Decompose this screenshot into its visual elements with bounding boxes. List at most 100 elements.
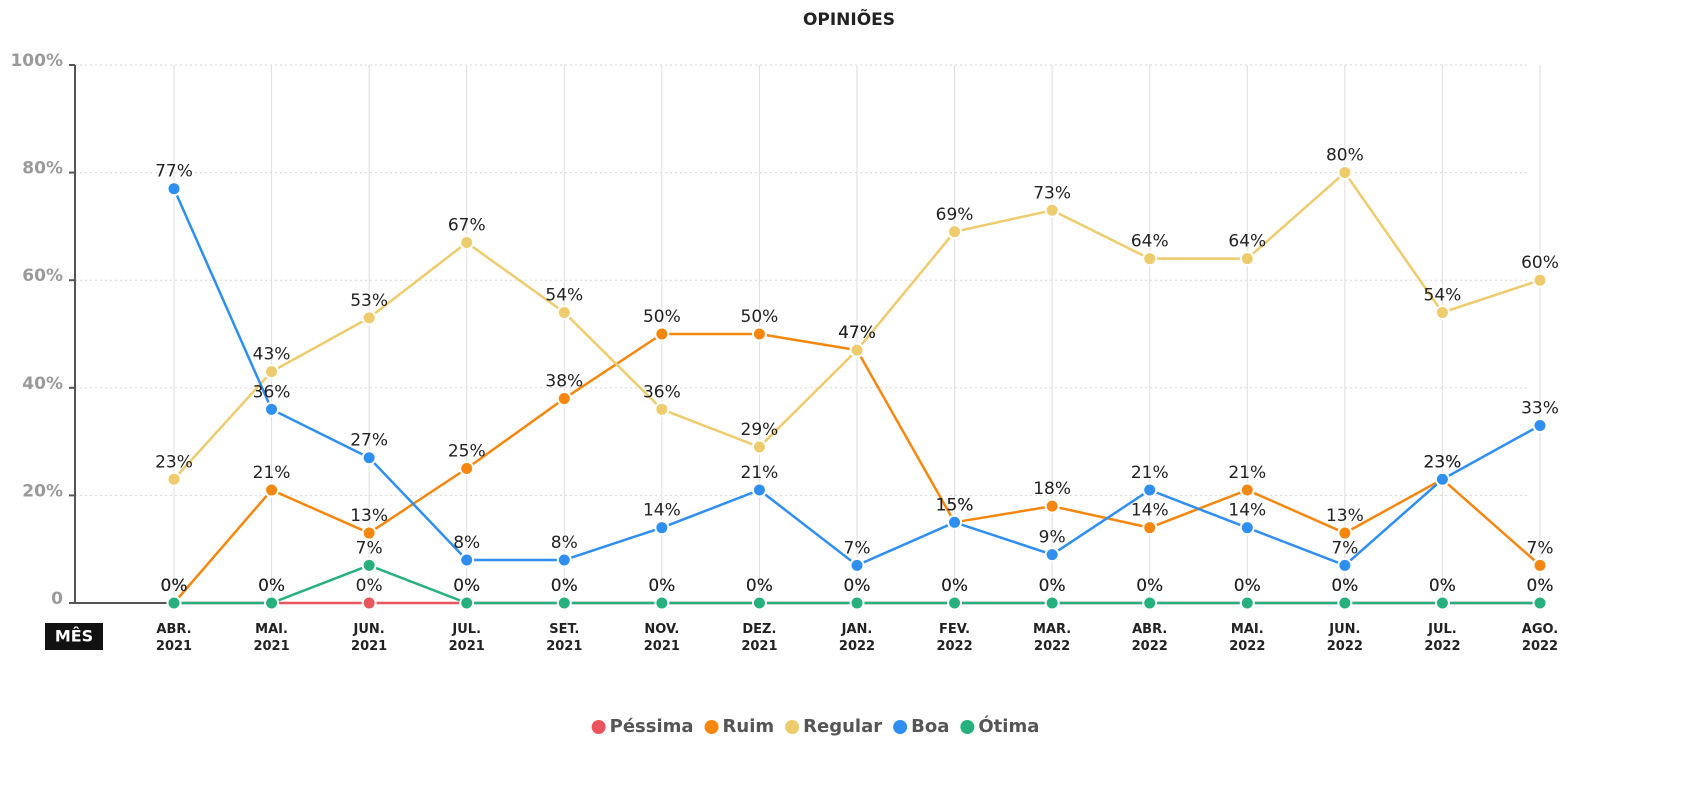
data-label: 0% bbox=[258, 576, 285, 596]
legend-label: Ruim bbox=[723, 716, 775, 737]
data-label: 54% bbox=[545, 285, 583, 305]
y-tick-label: 40% bbox=[22, 374, 63, 394]
data-label: 67% bbox=[448, 216, 486, 236]
data-label: 0% bbox=[1429, 576, 1456, 596]
data-label: 47% bbox=[838, 323, 876, 343]
data-point bbox=[361, 310, 377, 326]
data-label: 0% bbox=[1039, 576, 1066, 596]
x-tick-label: DEZ. 2021 bbox=[741, 622, 777, 654]
legend-label: Ótima bbox=[978, 715, 1039, 737]
data-point bbox=[1337, 525, 1353, 541]
data-label: 0% bbox=[161, 576, 188, 596]
data-label: 0% bbox=[648, 576, 675, 596]
data-point bbox=[947, 595, 963, 611]
data-label: 33% bbox=[1521, 398, 1559, 418]
data-label: 18% bbox=[1033, 479, 1071, 499]
data-point bbox=[556, 391, 572, 407]
data-point bbox=[849, 557, 865, 573]
legend: Péssima Ruim Regular Boa Ótima bbox=[591, 715, 1039, 737]
legend-label: Péssima bbox=[610, 716, 694, 737]
data-point bbox=[1142, 482, 1158, 498]
data-label: 0% bbox=[1527, 576, 1554, 596]
data-label: 53% bbox=[350, 291, 388, 311]
data-point bbox=[1044, 202, 1060, 218]
x-tick-label: JUL. 2022 bbox=[1424, 622, 1460, 654]
data-label: 64% bbox=[1131, 232, 1169, 252]
data-label: 54% bbox=[1424, 285, 1462, 305]
x-tick-label: JAN. 2022 bbox=[839, 622, 875, 654]
data-label: 0% bbox=[161, 576, 188, 596]
legend-swatch bbox=[960, 720, 975, 734]
data-point bbox=[361, 557, 377, 573]
x-tick-label: JUN. 2022 bbox=[1327, 622, 1363, 654]
data-label: 36% bbox=[643, 382, 681, 402]
data-point bbox=[166, 471, 182, 487]
data-point bbox=[459, 235, 475, 251]
data-label: 0% bbox=[648, 576, 675, 596]
data-label: 0% bbox=[844, 576, 871, 596]
data-label: 0% bbox=[1234, 576, 1261, 596]
chart-title: OPINIÕES bbox=[803, 7, 895, 30]
data-point bbox=[361, 450, 377, 466]
data-label: 0% bbox=[1234, 576, 1261, 596]
data-label: 73% bbox=[1033, 183, 1071, 203]
data-point bbox=[751, 482, 767, 498]
x-tick-label: FEV. 2022 bbox=[936, 622, 972, 654]
data-point bbox=[1239, 482, 1255, 498]
legend-swatch bbox=[704, 720, 719, 734]
data-point bbox=[1532, 557, 1548, 573]
x-tick-label: ABR. 2021 bbox=[156, 622, 192, 654]
data-point bbox=[947, 514, 963, 530]
data-label: 7% bbox=[844, 538, 871, 558]
data-label: 21% bbox=[741, 463, 779, 483]
data-point bbox=[1532, 272, 1548, 288]
data-point bbox=[1142, 520, 1158, 536]
x-tick-label: NOV. 2021 bbox=[644, 622, 680, 654]
data-label: 13% bbox=[1326, 506, 1364, 526]
data-label: 21% bbox=[1228, 463, 1266, 483]
data-label: 0% bbox=[941, 576, 968, 596]
data-point bbox=[459, 552, 475, 568]
data-point bbox=[654, 520, 670, 536]
data-label: 69% bbox=[936, 205, 974, 225]
data-point bbox=[1044, 595, 1060, 611]
data-label: 15% bbox=[936, 495, 974, 515]
data-label: 0% bbox=[1527, 576, 1554, 596]
data-label: 23% bbox=[1424, 452, 1462, 472]
data-point bbox=[264, 595, 280, 611]
data-point bbox=[849, 342, 865, 358]
y-tick-label: 60% bbox=[22, 266, 63, 286]
data-point bbox=[947, 224, 963, 240]
data-label: 0% bbox=[1331, 576, 1358, 596]
data-label: 8% bbox=[551, 533, 578, 553]
data-label: 27% bbox=[350, 431, 388, 451]
data-point bbox=[1434, 595, 1450, 611]
data-point bbox=[264, 364, 280, 380]
data-label: 64% bbox=[1228, 232, 1266, 252]
data-label: 8% bbox=[453, 533, 480, 553]
data-point bbox=[1044, 547, 1060, 563]
data-label: 25% bbox=[448, 442, 486, 462]
data-label: 80% bbox=[1326, 146, 1364, 166]
data-point bbox=[1532, 417, 1548, 433]
data-label: 0% bbox=[161, 576, 188, 596]
data-point bbox=[166, 595, 182, 611]
data-point bbox=[556, 304, 572, 320]
data-label: 13% bbox=[350, 506, 388, 526]
data-label: 50% bbox=[643, 307, 681, 327]
data-point bbox=[849, 595, 865, 611]
data-label: 7% bbox=[1331, 538, 1358, 558]
data-point bbox=[459, 461, 475, 476]
x-tick-label: MAI. 2022 bbox=[1229, 622, 1265, 654]
x-tick-label: JUL. 2021 bbox=[449, 622, 485, 654]
data-point bbox=[1142, 251, 1158, 267]
data-label: 14% bbox=[1131, 501, 1169, 521]
data-point bbox=[1239, 251, 1255, 267]
legend-label: Boa bbox=[911, 716, 949, 737]
x-tick-label: AGO. 2022 bbox=[1522, 622, 1558, 654]
data-point bbox=[654, 595, 670, 611]
data-point bbox=[1434, 471, 1450, 487]
data-point bbox=[361, 525, 377, 541]
legend-swatch bbox=[591, 720, 606, 734]
